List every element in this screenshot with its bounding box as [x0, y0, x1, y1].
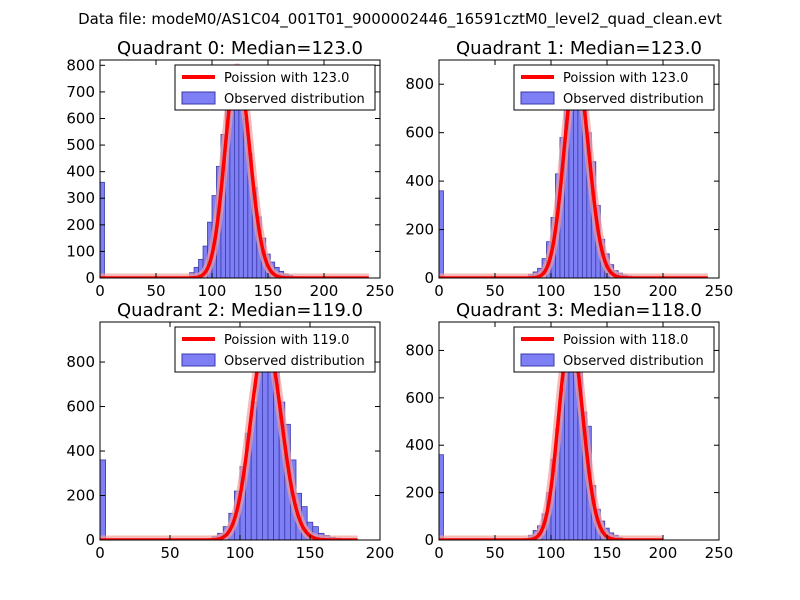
legend-bar-label: Observed distribution	[563, 354, 704, 369]
histogram-bar	[439, 454, 444, 540]
y-tick-label: 600	[405, 124, 434, 142]
y-tick-label: 0	[85, 531, 95, 549]
figure-suptitle: Data file: modeM0/AS1C04_001T01_90000024…	[78, 10, 722, 29]
y-tick-label: 600	[66, 398, 95, 416]
x-tick-label: 100	[198, 282, 227, 300]
x-tick-label: 200	[310, 282, 339, 300]
y-tick-label: 800	[66, 56, 95, 74]
subplot-title: Quadrant 1: Median=123.0	[456, 38, 702, 59]
x-tick-label: 250	[705, 282, 734, 300]
legend-line-label: Poission with 119.0	[224, 333, 349, 348]
subplot-title: Quadrant 2: Median=119.0	[117, 300, 363, 321]
y-tick-label: 400	[405, 436, 434, 454]
y-tick-label: 400	[66, 163, 95, 181]
subplot-3: Quadrant 3: Median=118.0 0 50 100 150 200 250 0…	[405, 300, 733, 562]
y-tick-label: 200	[66, 487, 95, 505]
axes-frame	[438, 59, 720, 279]
x-tick-label: 50	[146, 282, 165, 300]
x-tick-label: 100	[226, 544, 255, 562]
axes-frame	[438, 321, 720, 541]
x-tick-label: 100	[537, 544, 566, 562]
y-tick-label: 0	[424, 269, 434, 287]
subplot-grid: Quadrant 0: Median=123.0 0 50 100 150 200 250 0…	[66, 38, 733, 562]
y-tick-label: 200	[405, 221, 434, 239]
x-tick-label: 100	[537, 282, 566, 300]
x-tick-label: 200	[649, 282, 678, 300]
histogram-bar	[439, 190, 444, 278]
subplot-title: Quadrant 3: Median=118.0	[456, 300, 702, 321]
legend-bar-label: Observed distribution	[563, 92, 704, 107]
x-tick-label: 50	[160, 544, 179, 562]
y-tick-label: 100	[66, 242, 95, 260]
y-tick-label: 0	[85, 269, 95, 287]
y-tick-label: 500	[66, 136, 95, 154]
legend-line-label: Poission with 118.0	[563, 333, 688, 348]
poisson-curve	[100, 338, 358, 540]
histogram-bar	[100, 459, 106, 540]
y-tick-label: 300	[66, 189, 95, 207]
x-tick-label: 150	[296, 544, 325, 562]
legend-bar-label: Observed distribution	[224, 354, 365, 369]
x-tick-label: 150	[593, 282, 622, 300]
legend: Poission with 118.0 Observed distribution	[513, 326, 715, 373]
y-tick-label: 200	[66, 216, 95, 234]
x-tick-label: 50	[485, 544, 504, 562]
subplot-0: Quadrant 0: Median=123.0 0 50 100 150 200 250 0…	[66, 38, 394, 300]
legend-bar-swatch	[181, 91, 216, 105]
y-tick-label: 800	[405, 75, 434, 93]
x-tick-label: 250	[705, 544, 734, 562]
subplot-1: Quadrant 1: Median=123.0 0 50 100 150 200 250 0…	[405, 38, 733, 300]
y-tick-label: 0	[424, 531, 434, 549]
x-tick-label: 0	[95, 282, 105, 300]
legend: Poission with 119.0 Observed distribution	[174, 326, 376, 373]
y-tick-label: 600	[405, 389, 434, 407]
subplot-title: Quadrant 0: Median=123.0	[117, 38, 363, 59]
y-tick-label: 800	[405, 341, 434, 359]
x-tick-label: 0	[434, 544, 444, 562]
plot-area	[100, 335, 361, 540]
y-tick-label: 400	[66, 442, 95, 460]
y-tick-label: 200	[405, 484, 434, 502]
x-tick-label: 0	[434, 282, 444, 300]
y-tick-label: 600	[66, 109, 95, 127]
x-tick-label: 150	[254, 282, 283, 300]
legend-line-label: Poission with 123.0	[563, 71, 688, 86]
y-tick-label: 800	[66, 353, 95, 371]
x-tick-label: 200	[649, 544, 678, 562]
x-tick-label: 0	[95, 544, 105, 562]
x-tick-label: 200	[366, 544, 395, 562]
legend-bar-swatch	[520, 91, 555, 105]
legend: Poission with 123.0 Observed distribution	[513, 64, 715, 111]
legend-line-label: Poission with 123.0	[224, 71, 349, 86]
axes-frame	[99, 59, 381, 279]
histogram-bar	[261, 343, 269, 540]
subplot-2: Quadrant 2: Median=119.0 0 50 100 150 200 0 200…	[66, 300, 394, 562]
x-tick-label: 150	[593, 544, 622, 562]
legend: Poission with 123.0 Observed distribution	[174, 64, 376, 111]
x-tick-label: 250	[366, 282, 395, 300]
legend-bar-swatch	[181, 353, 216, 367]
y-tick-label: 400	[405, 172, 434, 190]
x-tick-label: 50	[485, 282, 504, 300]
y-tick-label: 700	[66, 83, 95, 101]
legend-bar-label: Observed distribution	[224, 92, 365, 107]
legend-bar-swatch	[520, 353, 555, 367]
histogram-bar	[100, 181, 105, 278]
